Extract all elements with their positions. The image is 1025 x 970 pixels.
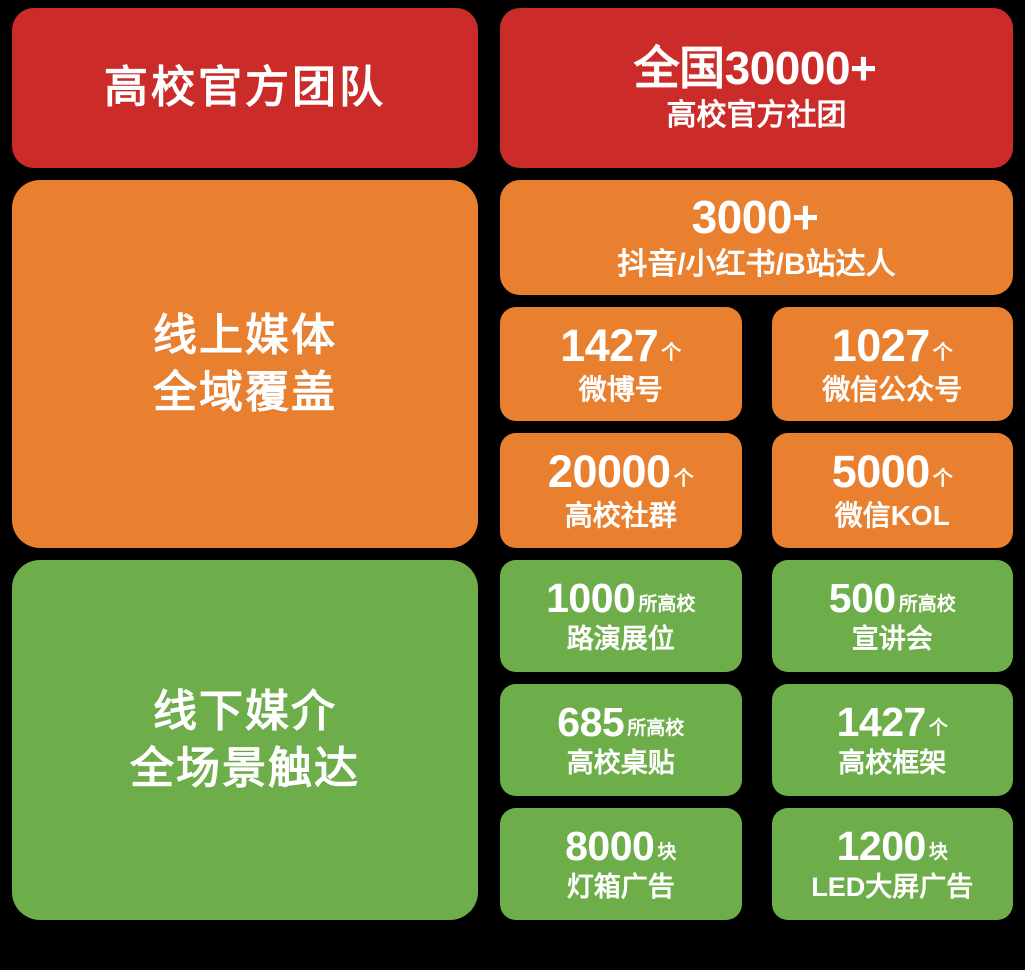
stat-card-wechat-kol[interactable]: 5000 个 微信KOL <box>771 433 1013 549</box>
stat-label: 高校官方社团 <box>666 98 847 132</box>
stat-number: 500 <box>828 574 896 621</box>
stat-label: 微信KOL <box>834 500 950 532</box>
stat-card-roadshow-booths-value: 1000 所高校 <box>546 574 696 621</box>
stat-number: 1000 <box>546 574 636 621</box>
stat-number: 8000 <box>565 822 655 869</box>
stat-label: 灯箱广告 <box>566 871 675 902</box>
section-offline-media: 线下媒介 全场景触达 1000 所高校 路演展位 500 所高校 <box>12 560 1013 920</box>
stat-row-offline-1: 1000 所高校 路演展位 500 所高校 宣讲会 <box>500 560 1013 672</box>
stat-label: 宣讲会 <box>851 623 933 654</box>
stat-card-wechat-official-accounts[interactable]: 1027 个 微信公众号 <box>771 306 1013 422</box>
stat-card-info-sessions-value: 500 所高校 <box>828 574 956 621</box>
stat-card-campus-frames-value: 1427 个 <box>836 698 948 745</box>
stat-number: 1200 <box>836 822 927 869</box>
stat-card-weibo-accounts-value: 1427 个 <box>560 323 681 368</box>
stat-number: 20000 <box>547 446 671 498</box>
stat-unit: 块 <box>928 841 948 863</box>
stat-label: 抖音/小红书/B站达人 <box>617 247 896 281</box>
stat-unit: 所高校 <box>638 593 696 615</box>
panel-online-media-title: 线上媒体 全域覆盖 <box>153 307 337 421</box>
stat-card-lightbox-ads-value: 8000 块 <box>565 822 677 869</box>
stat-number: 1427 <box>560 319 659 371</box>
panel-title-line2: 全域覆盖 <box>153 368 337 417</box>
stat-label: 路演展位 <box>566 623 675 654</box>
stat-number: 3000+ <box>691 190 819 243</box>
stat-card-official-clubs[interactable]: 全国30000+ 高校官方社团 <box>500 8 1013 168</box>
stat-card-desk-stickers[interactable]: 685 所高校 高校桌贴 <box>500 684 742 796</box>
stat-label: 高校桌贴 <box>566 747 675 778</box>
panel-offline-media[interactable]: 线下媒介 全场景触达 <box>12 560 478 920</box>
stat-row-online-hero: 3000+ 抖音/小红书/B站达人 <box>500 180 1013 295</box>
section-official-team: 高校官方团队 全国30000+ 高校官方社团 <box>12 8 1013 168</box>
panel-official-team-title: 高校官方团队 <box>104 59 386 116</box>
stat-card-lightbox-ads[interactable]: 8000 块 灯箱广告 <box>500 808 742 920</box>
panel-title-line1: 线上媒体 <box>153 310 337 360</box>
stat-number: 1427 <box>836 698 927 745</box>
panel-online-media[interactable]: 线上媒体 全域覆盖 <box>12 180 478 548</box>
panel-title-line1: 线下媒介 <box>153 686 337 736</box>
panel-title-line2: 全场景触达 <box>130 744 360 793</box>
stat-card-wechat-official-accounts-value: 1027 个 <box>832 323 953 368</box>
stat-row-offline-2: 685 所高校 高校桌贴 1427 个 高校框架 <box>500 684 1013 796</box>
stat-unit: 所高校 <box>627 717 685 739</box>
stat-card-info-sessions[interactable]: 500 所高校 宣讲会 <box>771 560 1013 672</box>
stat-label: LED大屏广告 <box>811 871 974 902</box>
stat-card-led-screen-ads-value: 1200 块 <box>836 822 948 869</box>
stat-card-wechat-kol-value: 5000 个 <box>832 449 953 494</box>
stat-card-weibo-accounts[interactable]: 1427 个 微博号 <box>500 306 742 422</box>
stat-card-led-screen-ads[interactable]: 1200 块 LED大屏广告 <box>771 808 1013 920</box>
panel-official-team[interactable]: 高校官方团队 <box>12 8 478 168</box>
stat-card-official-clubs-value: 全国30000+ <box>634 45 880 91</box>
panel-offline-media-title: 线下媒介 全场景触达 <box>130 683 360 797</box>
stat-unit: 个 <box>932 468 953 491</box>
stat-card-desk-stickers-value: 685 所高校 <box>557 698 685 745</box>
stat-label: 微信公众号 <box>822 373 963 405</box>
stat-card-campus-groups[interactable]: 20000 个 高校社群 <box>500 433 742 549</box>
stat-row-online-1: 1427 个 微博号 1027 个 微信公众号 <box>500 306 1013 422</box>
stat-number: 5000 <box>831 446 931 498</box>
stat-row-official-team: 全国30000+ 高校官方社团 <box>500 8 1013 168</box>
section-online-media: 线上媒体 全域覆盖 3000+ 抖音/小红书/B站达人 1427 <box>12 180 1013 549</box>
stat-unit: 个 <box>928 717 948 739</box>
stats-column-official-team: 全国30000+ 高校官方社团 <box>500 8 1013 168</box>
panel-title-line1: 高校官方团队 <box>104 63 386 113</box>
stat-number: 1027 <box>831 319 931 371</box>
stats-column-online-media: 3000+ 抖音/小红书/B站达人 1427 个 微博号 1027 <box>500 180 1013 549</box>
stat-card-kol-creators-value: 3000+ <box>692 194 822 240</box>
stat-card-kol-creators[interactable]: 3000+ 抖音/小红书/B站达人 <box>500 180 1013 295</box>
stats-column-offline-media: 1000 所高校 路演展位 500 所高校 宣讲会 685 <box>500 560 1013 920</box>
stat-number: 全国30000+ <box>633 41 877 94</box>
stat-label: 微博号 <box>578 373 663 405</box>
stat-unit: 所高校 <box>898 593 956 615</box>
stat-row-offline-3: 8000 块 灯箱广告 1200 块 LED大屏广告 <box>500 808 1013 920</box>
stat-number: 685 <box>557 698 625 745</box>
stat-card-campus-frames[interactable]: 1427 个 高校框架 <box>771 684 1013 796</box>
stat-unit: 个 <box>673 468 694 491</box>
stat-unit: 个 <box>932 341 953 364</box>
stat-unit: 块 <box>657 841 677 863</box>
stat-row-online-2: 20000 个 高校社群 5000 个 微信KOL <box>500 433 1013 549</box>
stat-unit: 个 <box>661 341 682 364</box>
stat-card-campus-groups-value: 20000 个 <box>548 449 694 494</box>
stat-card-roadshow-booths[interactable]: 1000 所高校 路演展位 <box>500 560 742 672</box>
stat-label: 高校框架 <box>838 747 947 778</box>
stat-label: 高校社群 <box>564 500 677 532</box>
